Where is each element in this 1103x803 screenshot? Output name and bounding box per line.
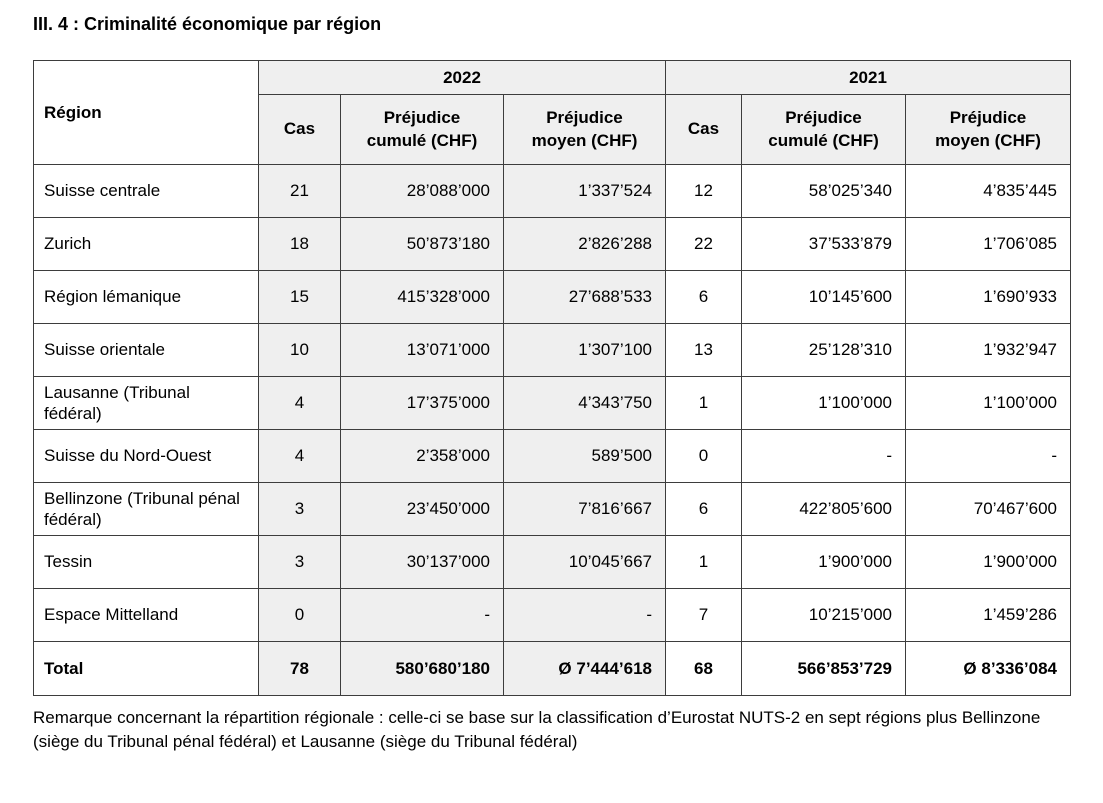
- cell-cumule-2021: 1’900’000: [741, 535, 906, 589]
- cell-moyen-2022: -: [503, 588, 666, 642]
- cell-region: Tessin: [33, 535, 259, 589]
- cell-cumule-2022: 30’137’000: [340, 535, 504, 589]
- cell-total-moyen-2021: Ø 8’336’084: [905, 641, 1071, 696]
- cell-cumule-2021: 1’100’000: [741, 376, 906, 430]
- cell-cumule-2022: 50’873’180: [340, 217, 504, 271]
- cell-cas-2022: 4: [258, 376, 341, 430]
- cell-cas-2022: 18: [258, 217, 341, 271]
- cell-moyen-2022: 2’826’288: [503, 217, 666, 271]
- cell-moyen-2022: 7’816’667: [503, 482, 666, 536]
- year-header-2021: 2021: [665, 60, 1071, 95]
- year-header-row: Région 2022 2021: [33, 60, 1071, 165]
- cell-moyen-2021: 1’706’085: [905, 217, 1071, 271]
- table-row: Tessin 3 30’137’000 10’045’667 1 1’900’0…: [33, 535, 1071, 589]
- cell-cas-2022: 10: [258, 323, 341, 377]
- table-row: Suisse centrale 21 28’088’000 1’337’524 …: [33, 164, 1071, 218]
- table-row: Suisse orientale 10 13’071’000 1’307’100…: [33, 323, 1071, 377]
- crime-by-region-table: Région 2022 2021 Cas Préjudice cumulé (C…: [33, 60, 1071, 696]
- column-header-cumule-2022: Préjudice cumulé (CHF): [340, 94, 504, 165]
- cell-total-moyen-2022: Ø 7’444’618: [503, 641, 666, 696]
- cell-moyen-2021: 1’459’286: [905, 588, 1071, 642]
- cell-moyen-2021: 1’900’000: [905, 535, 1071, 589]
- cell-cas-2022: 21: [258, 164, 341, 218]
- table-body: Suisse centrale 21 28’088’000 1’337’524 …: [33, 164, 1071, 696]
- cell-region: Région lémanique: [33, 270, 259, 324]
- cell-cas-2021: 1: [665, 535, 742, 589]
- cell-cas-2021: 22: [665, 217, 742, 271]
- cell-cas-2022: 4: [258, 429, 341, 483]
- cell-cumule-2022: 2’358’000: [340, 429, 504, 483]
- cell-moyen-2021: 70’467’600: [905, 482, 1071, 536]
- cell-moyen-2021: 4’835’445: [905, 164, 1071, 218]
- cell-cas-2021: 12: [665, 164, 742, 218]
- cell-total-label: Total: [33, 641, 259, 696]
- total-row: Total 78 580’680’180 Ø 7’444’618 68 566’…: [33, 641, 1071, 696]
- cell-cumule-2021: 10’215’000: [741, 588, 906, 642]
- cell-total-cumule-2022: 580’680’180: [340, 641, 504, 696]
- cell-cas-2022: 15: [258, 270, 341, 324]
- cell-region: Bellinzone (Tribunal pénal fédéral): [33, 482, 259, 536]
- cell-cas-2021: 6: [665, 270, 742, 324]
- cell-total-cas-2022: 78: [258, 641, 341, 696]
- cell-cas-2021: 6: [665, 482, 742, 536]
- cell-cas-2021: 7: [665, 588, 742, 642]
- column-header-moyen-2021: Préjudice moyen (CHF): [905, 94, 1071, 165]
- cell-region: Suisse centrale: [33, 164, 259, 218]
- cell-cumule-2021: 10’145’600: [741, 270, 906, 324]
- table-row: Bellinzone (Tribunal pénal fédéral) 3 23…: [33, 482, 1071, 536]
- table-row: Zurich 18 50’873’180 2’826’288 22 37’533…: [33, 217, 1071, 271]
- footnote: Remarque concernant la répartition régio…: [33, 708, 1041, 751]
- table-row: Suisse du Nord-Ouest 4 2’358’000 589’500…: [33, 429, 1071, 483]
- cell-moyen-2021: -: [905, 429, 1071, 483]
- cell-moyen-2021: 1’100’000: [905, 376, 1071, 430]
- cell-cumule-2022: 13’071’000: [340, 323, 504, 377]
- cell-total-cumule-2021: 566’853’729: [741, 641, 906, 696]
- cell-cas-2022: 3: [258, 482, 341, 536]
- cell-cumule-2021: 422’805’600: [741, 482, 906, 536]
- cell-cumule-2021: 37’533’879: [741, 217, 906, 271]
- table-row: Lausanne (Tribunal fédéral) 4 17’375’000…: [33, 376, 1071, 430]
- cell-moyen-2022: 27’688’533: [503, 270, 666, 324]
- column-header-cas-2022: Cas: [258, 94, 341, 165]
- cell-moyen-2022: 4’343’750: [503, 376, 666, 430]
- cell-moyen-2021: 1’690’933: [905, 270, 1071, 324]
- table-row: Espace Mittelland 0 - - 7 10’215’000 1’4…: [33, 588, 1071, 642]
- column-header-cumule-2021: Préjudice cumulé (CHF): [741, 94, 906, 165]
- cell-cas-2021: 13: [665, 323, 742, 377]
- table-header: Région 2022 2021 Cas Préjudice cumulé (C…: [33, 60, 1071, 165]
- cell-cumule-2022: 415’328’000: [340, 270, 504, 324]
- cell-cumule-2022: -: [340, 588, 504, 642]
- cell-cumule-2022: 28’088’000: [340, 164, 504, 218]
- cell-cas-2021: 0: [665, 429, 742, 483]
- cell-cumule-2021: 58’025’340: [741, 164, 906, 218]
- cell-cas-2022: 3: [258, 535, 341, 589]
- cell-total-cas-2021: 68: [665, 641, 742, 696]
- cell-cas-2021: 1: [665, 376, 742, 430]
- report-page: III. 4 : Criminalité économique par régi…: [33, 14, 1071, 751]
- year-header-2022: 2022: [258, 60, 666, 95]
- column-header-moyen-2022: Préjudice moyen (CHF): [503, 94, 666, 165]
- cell-moyen-2022: 1’337’524: [503, 164, 666, 218]
- cell-region: Lausanne (Tribunal fédéral): [33, 376, 259, 430]
- column-header-cas-2021: Cas: [665, 94, 742, 165]
- column-header-region: Région: [33, 60, 259, 165]
- cell-moyen-2022: 1’307’100: [503, 323, 666, 377]
- cell-moyen-2022: 10’045’667: [503, 535, 666, 589]
- cell-region: Suisse orientale: [33, 323, 259, 377]
- cell-cumule-2021: 25’128’310: [741, 323, 906, 377]
- cell-cas-2022: 0: [258, 588, 341, 642]
- cell-region: Zurich: [33, 217, 259, 271]
- table-row: Région lémanique 15 415’328’000 27’688’5…: [33, 270, 1071, 324]
- cell-cumule-2022: 17’375’000: [340, 376, 504, 430]
- cell-region: Espace Mittelland: [33, 588, 259, 642]
- cell-cumule-2022: 23’450’000: [340, 482, 504, 536]
- cell-moyen-2021: 1’932’947: [905, 323, 1071, 377]
- cell-region: Suisse du Nord-Ouest: [33, 429, 259, 483]
- cell-moyen-2022: 589’500: [503, 429, 666, 483]
- page-title: III. 4 : Criminalité économique par régi…: [33, 14, 382, 34]
- cell-cumule-2021: -: [741, 429, 906, 483]
- subcolumn-header-row: Cas Préjudice cumulé (CHF) Préjudice moy…: [34, 94, 1071, 165]
